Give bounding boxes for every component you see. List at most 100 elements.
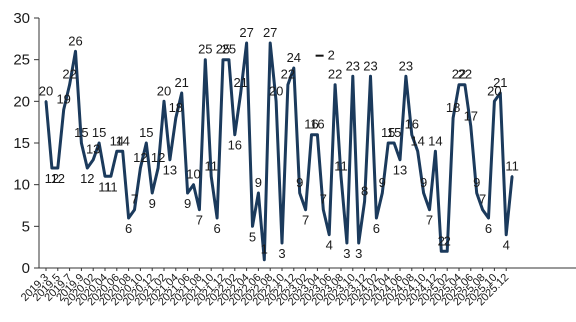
data-point [316, 133, 319, 136]
data-label: 23 [363, 58, 377, 73]
data-label: 13 [393, 163, 407, 178]
data-label: 18 [169, 100, 183, 115]
data-point [280, 241, 284, 245]
data-point [50, 166, 54, 170]
data-label: 12 [45, 171, 59, 186]
series-line [44, 41, 514, 262]
data-label: 1 [261, 242, 268, 257]
data-label: 9 [255, 175, 262, 190]
data-point [80, 141, 83, 145]
data-label: 3 [355, 246, 362, 261]
data-label: 6 [213, 221, 220, 236]
data-label: 14 [110, 133, 124, 148]
data-label: 11 [505, 158, 519, 173]
y-tick-label: 10 [13, 177, 30, 194]
data-label: 21 [174, 75, 188, 90]
data-point [245, 41, 248, 45]
data-point [493, 100, 496, 103]
data-point [92, 158, 95, 161]
data-label: 25 [222, 42, 236, 57]
data-label: 12 [51, 171, 65, 186]
data-label: 23 [399, 58, 413, 73]
data-label: 3 [278, 246, 285, 261]
data-point [204, 58, 207, 61]
data-point [151, 191, 154, 195]
data-label: 13 [86, 142, 100, 157]
data-point [369, 75, 372, 78]
data-label: 20 [39, 83, 53, 98]
data-label: 9 [420, 175, 427, 190]
data-point [121, 150, 124, 153]
data-point [180, 91, 183, 95]
data-label: 14 [410, 133, 424, 148]
data-label: 6 [373, 221, 380, 236]
data-label: 5 [249, 229, 256, 244]
data-label: 9 [473, 175, 480, 190]
y-axis: 0 5 10 15 20 25 30 [13, 10, 40, 277]
data-label: 14 [115, 133, 129, 148]
data-point [139, 166, 142, 170]
data-label: 22 [62, 67, 76, 82]
data-point [74, 50, 77, 53]
data-point [398, 158, 402, 161]
data-label: 22 [458, 67, 472, 82]
data-point [286, 83, 290, 86]
data-point [469, 125, 472, 128]
y-tick-label: 20 [13, 93, 30, 110]
data-label: 7 [479, 192, 486, 207]
data-label: 21 [233, 75, 247, 90]
data-label: 16 [228, 138, 242, 153]
data-label: 10 [186, 167, 200, 182]
data-point [392, 141, 396, 145]
data-point [127, 216, 130, 220]
data-point [440, 250, 443, 253]
data-label: 11 [98, 179, 112, 194]
data-label: 11 [204, 158, 218, 173]
data-point [145, 141, 148, 145]
data-point [227, 58, 231, 61]
data-label: 11 [104, 179, 118, 194]
data-point [487, 216, 490, 220]
data-point [410, 133, 413, 136]
data-label: 7 [302, 213, 309, 228]
data-point [257, 191, 260, 195]
data-label: 17 [464, 108, 478, 123]
data-point [86, 166, 89, 170]
data-label: 20 [487, 83, 501, 98]
series-layer [44, 41, 514, 262]
data-point [97, 141, 101, 145]
data-label: 8 [361, 183, 368, 198]
data-point [510, 175, 514, 178]
data-point [363, 200, 366, 203]
data-label: 12 [151, 150, 165, 165]
data-label: 15 [92, 125, 106, 140]
data-point [192, 183, 195, 186]
data-point [328, 233, 331, 236]
data-point [186, 191, 189, 195]
data-point [174, 116, 177, 120]
data-label: 18 [446, 100, 460, 115]
data-label: 9 [379, 175, 386, 190]
y-tick-label: 5 [22, 218, 30, 235]
data-point [351, 75, 354, 78]
data-label: 7 [131, 192, 138, 207]
data-point [215, 216, 219, 220]
y-tick-label: 30 [13, 10, 30, 27]
data-point [357, 241, 360, 245]
data-point [339, 175, 343, 178]
data-label: 27 [239, 25, 253, 40]
data-point [62, 108, 65, 111]
data-point [210, 175, 213, 178]
data-label: 25 [198, 42, 212, 57]
data-label: 4 [503, 238, 510, 253]
data-label: 6 [485, 221, 492, 236]
data-point [375, 216, 378, 220]
data-point [381, 191, 384, 195]
data-label: 15 [387, 125, 401, 140]
data-label: 14 [428, 133, 442, 148]
data-point [239, 91, 242, 95]
data-label: 2 [444, 233, 451, 248]
data-point [505, 233, 508, 236]
data-point [162, 100, 166, 103]
data-label: 2 [438, 233, 445, 248]
